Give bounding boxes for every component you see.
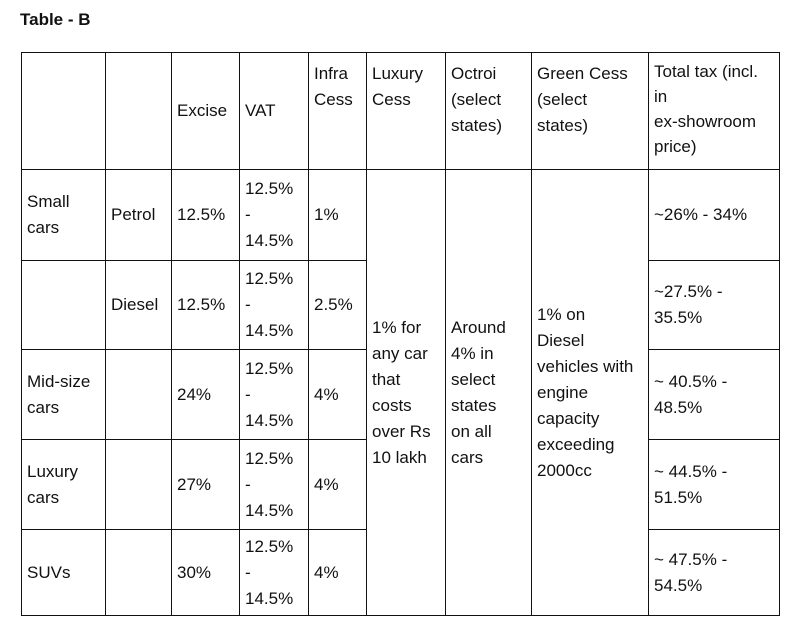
tax-table: Excise VAT Infra Cess Luxury Cess Octroi… [21,52,780,616]
table-row: SUVs 30% 12.5% - 14.5% 4% ~ 47.5% - 54.5… [21,529,780,616]
row-fuel [105,529,172,616]
header-total-tax: Total tax (incl. in ex-showroom price) [648,52,780,170]
row-infra-cess: 2.5% [308,260,367,350]
row-excise: 12.5% [171,169,240,261]
row-excise: 12.5% [171,260,240,350]
header-category [21,52,106,170]
row-total-tax: ~ 40.5% - 48.5% [648,349,780,440]
row-vat: 12.5% - 14.5% [239,529,309,616]
header-vat: VAT [239,52,309,170]
row-vat: 12.5% - 14.5% [239,349,309,440]
row-category: Small cars [21,169,106,261]
row-infra-cess: 4% [308,439,367,530]
row-vat: 12.5% - 14.5% [239,439,309,530]
header-fuel [105,52,172,170]
row-category: Mid-size cars [21,349,106,440]
table-row: Luxury cars 27% 12.5% - 14.5% 4% ~ 44.5%… [21,439,780,530]
header-excise: Excise [171,52,240,170]
header-row: Excise VAT Infra Cess Luxury Cess Octroi… [21,52,780,170]
row-excise: 30% [171,529,240,616]
header-luxury-cess: Luxury Cess [366,52,446,170]
header-green-cess: Green Cess (select states) [531,52,649,170]
row-category: Luxury cars [21,439,106,530]
row-excise: 24% [171,349,240,440]
merged-octroi: Around 4% in select states on all cars [445,169,532,616]
header-infra-cess: Infra Cess [308,52,367,170]
merged-green-cess: 1% on Diesel vehicles with engine capaci… [531,169,649,616]
row-fuel [105,439,172,530]
row-total-tax: ~27.5% - 35.5% [648,260,780,350]
table-title: Table - B [20,10,91,29]
row-fuel: Diesel [105,260,172,350]
table-row: Mid-size cars 24% 12.5% - 14.5% 4% ~ 40.… [21,349,780,440]
row-vat: 12.5% - 14.5% [239,169,309,261]
row-vat: 12.5% - 14.5% [239,260,309,350]
header-octroi: Octroi (select states) [445,52,532,170]
row-fuel [105,349,172,440]
table-row: Diesel 12.5% 12.5% - 14.5% 2.5% ~27.5% -… [21,260,780,350]
row-total-tax: ~26% - 34% [648,169,780,261]
table-row: Small cars Petrol 12.5% 12.5% - 14.5% 1%… [21,169,780,616]
merged-luxury-cess: 1% for any car that costs over Rs 10 lak… [366,169,446,616]
row-total-tax: ~ 44.5% - 51.5% [648,439,780,530]
row-excise: 27% [171,439,240,530]
row-infra-cess: 1% [308,169,367,261]
row-infra-cess: 4% [308,529,367,616]
row-total-tax: ~ 47.5% - 54.5% [648,529,780,616]
row-infra-cess: 4% [308,349,367,440]
row-category: SUVs [21,529,106,616]
row-category [21,260,106,350]
row-fuel: Petrol [105,169,172,261]
